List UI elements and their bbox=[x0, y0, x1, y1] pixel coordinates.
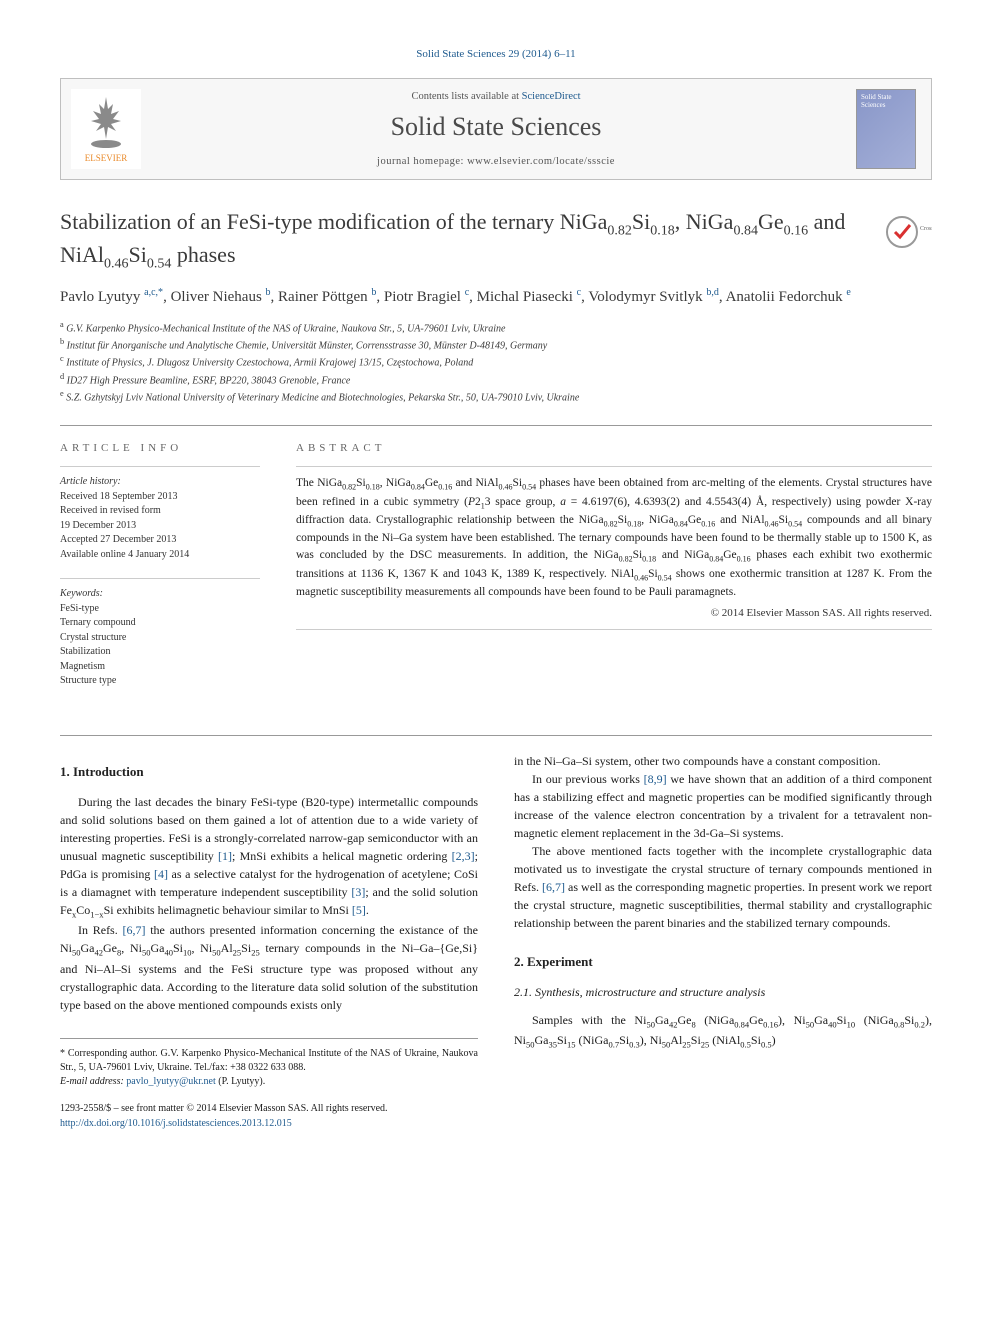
affiliation-line: d ID27 High Pressure Beamline, ESRF, BP2… bbox=[60, 371, 932, 388]
intro-paragraph-1: During the last decades the binary FeSi-… bbox=[60, 793, 478, 921]
body-column-right: in the Ni–Ga–Si system, other two compou… bbox=[514, 752, 932, 1131]
contents-prefix: Contents lists available at bbox=[411, 91, 521, 102]
journal-name: Solid State Sciences bbox=[151, 112, 841, 142]
section-divider bbox=[60, 735, 932, 736]
info-divider bbox=[296, 466, 932, 467]
citation-line: Solid State Sciences 29 (2014) 6–11 bbox=[60, 48, 932, 60]
history-label: Article history: bbox=[60, 475, 260, 490]
abstract-label: ABSTRACT bbox=[296, 442, 932, 454]
issn-line: 1293-2558/$ – see front matter © 2014 El… bbox=[60, 1101, 478, 1116]
authors-list: Pavlo Lyutyy a,c,*, Oliver Niehaus b, Ra… bbox=[60, 285, 932, 309]
keyword: Structure type bbox=[60, 674, 260, 689]
keyword: Stabilization bbox=[60, 645, 260, 660]
affiliation-line: a G.V. Karpenko Physico-Mechanical Insti… bbox=[60, 319, 932, 336]
contents-available-line: Contents lists available at ScienceDirec… bbox=[151, 91, 841, 102]
journal-cover-text: Solid State Sciences bbox=[861, 94, 915, 109]
article-title: Stabilization of an FeSi-type modificati… bbox=[60, 208, 872, 273]
right-paragraph-3: The above mentioned facts together with … bbox=[514, 842, 932, 932]
abstract-text: The NiGa0.82Si0.18, NiGa0.84Ge0.16 and N… bbox=[296, 475, 932, 601]
affiliations-list: a G.V. Karpenko Physico-Mechanical Insti… bbox=[60, 319, 932, 406]
affiliation-line: b Institut für Anorganische und Analytis… bbox=[60, 336, 932, 353]
history-line: Available online 4 January 2014 bbox=[60, 548, 260, 563]
journal-header: ELSEVIER Contents lists available at Sci… bbox=[60, 78, 932, 180]
email-suffix: (P. Lyutyy). bbox=[216, 1076, 265, 1087]
publisher-logo-container: ELSEVIER bbox=[61, 79, 151, 179]
keyword: Magnetism bbox=[60, 660, 260, 675]
keyword: Crystal structure bbox=[60, 631, 260, 646]
experiment-heading: 2. Experiment bbox=[514, 952, 932, 972]
corr-author-text: * Corresponding author. G.V. Karpenko Ph… bbox=[60, 1047, 478, 1075]
info-divider bbox=[296, 629, 932, 630]
body-column-left: 1. Introduction During the last decades … bbox=[60, 752, 478, 1131]
affiliation-line: c Institute of Physics, J. Dlugosz Unive… bbox=[60, 353, 932, 370]
keyword: Ternary compound bbox=[60, 616, 260, 631]
history-line: Accepted 27 December 2013 bbox=[60, 533, 260, 548]
info-divider bbox=[60, 466, 260, 467]
info-divider bbox=[60, 578, 260, 579]
journal-homepage-line: journal homepage: www.elsevier.com/locat… bbox=[151, 156, 841, 167]
intro-heading: 1. Introduction bbox=[60, 762, 478, 782]
section-divider bbox=[60, 425, 932, 426]
experiment-paragraph-1: Samples with the Ni50Ga42Ge8 (NiGa0.84Ge… bbox=[514, 1011, 932, 1051]
sciencedirect-link[interactable]: ScienceDirect bbox=[522, 91, 581, 102]
experiment-subheading: 2.1. Synthesis, microstructure and struc… bbox=[514, 983, 932, 1001]
elsevier-logo-icon: ELSEVIER bbox=[71, 89, 141, 169]
homepage-label: journal homepage: bbox=[377, 156, 467, 167]
journal-cover-thumbnail: Solid State Sciences bbox=[856, 89, 916, 169]
keywords-block: Keywords: FeSi-typeTernary compoundCryst… bbox=[60, 587, 260, 689]
article-info-label: ARTICLE INFO bbox=[60, 442, 260, 454]
corr-email-link[interactable]: pavlo_lyutyy@ukr.net bbox=[126, 1076, 215, 1087]
keywords-label: Keywords: bbox=[60, 587, 260, 602]
right-paragraph-1: in the Ni–Ga–Si system, other two compou… bbox=[514, 752, 932, 770]
right-paragraph-2: In our previous works [8,9] we have show… bbox=[514, 770, 932, 842]
history-line: 19 December 2013 bbox=[60, 519, 260, 534]
corresponding-author-footer: * Corresponding author. G.V. Karpenko Ph… bbox=[60, 1038, 478, 1089]
intro-paragraph-2: In Refs. [6,7] the authors presented inf… bbox=[60, 921, 478, 1013]
doi-link[interactable]: http://dx.doi.org/10.1016/j.solidstatesc… bbox=[60, 1118, 292, 1129]
affiliation-line: e S.Z. Gzhytskyj Lviv National Universit… bbox=[60, 388, 932, 405]
homepage-url[interactable]: www.elsevier.com/locate/ssscie bbox=[467, 156, 615, 167]
crossmark-icon[interactable]: CrossMark bbox=[884, 208, 932, 256]
history-line: Received in revised form bbox=[60, 504, 260, 519]
history-line: Received 18 September 2013 bbox=[60, 490, 260, 505]
svg-text:ELSEVIER: ELSEVIER bbox=[85, 153, 128, 163]
abstract-copyright: © 2014 Elsevier Masson SAS. All rights r… bbox=[296, 607, 932, 619]
svg-text:CrossMark: CrossMark bbox=[920, 226, 932, 232]
email-label: E-mail address: bbox=[60, 1076, 126, 1087]
keyword: FeSi-type bbox=[60, 602, 260, 617]
article-history-block: Article history: Received 18 September 2… bbox=[60, 475, 260, 562]
issn-doi-block: 1293-2558/$ – see front matter © 2014 El… bbox=[60, 1101, 478, 1131]
